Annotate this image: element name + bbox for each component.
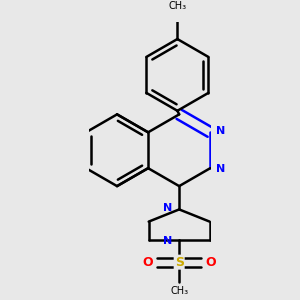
Text: S: S [175,256,184,269]
Text: N: N [163,203,172,214]
Text: CH₃: CH₃ [170,286,188,296]
Text: N: N [216,164,225,174]
Text: CH₃: CH₃ [168,1,186,11]
Text: O: O [205,256,216,269]
Text: O: O [142,256,153,269]
Text: N: N [216,126,225,136]
Text: N: N [163,236,172,246]
